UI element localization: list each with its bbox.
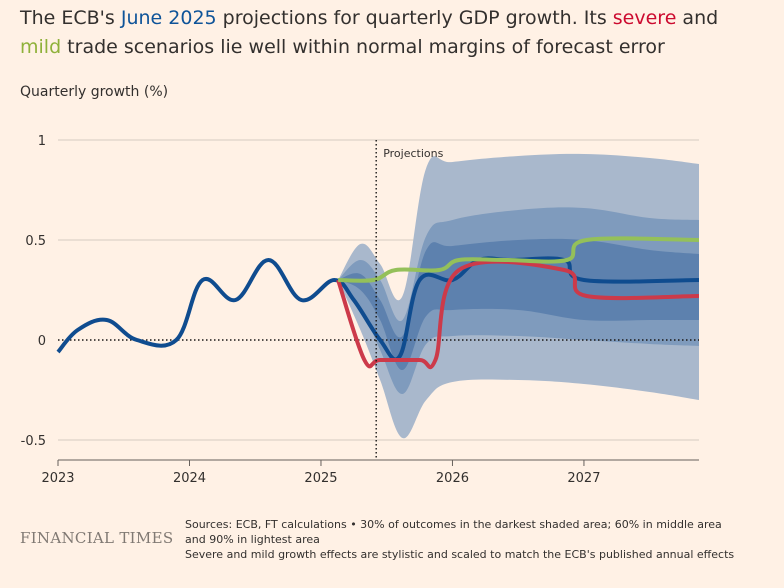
y-tick-label: -0.5 [21,434,46,449]
gdp-growth-chart: Projections 1 0.5 0 -0.5 2023 2024 2025 2026 202… [21,134,700,486]
series-lines [56,236,700,370]
axes: 1 0.5 0 -0.5 2023 2024 2025 2026 2027 [21,134,699,486]
y-tick-label: 0 [38,334,46,349]
projections-annotation: Projections [375,140,444,460]
y-tick-label: 0.5 [25,234,46,249]
projections-label: Projections [383,147,443,160]
title-highlight-severe: severe [612,7,677,29]
x-tick-label: 2026 [436,471,469,486]
x-tick-label: 2025 [304,471,337,486]
title-part2: projections for quarterly GDP growth. It… [216,7,613,29]
chart-title: The ECB's June 2025 projections for quar… [20,4,760,62]
title-part1: The ECB's [20,7,121,29]
title-highlight-mild: mild [20,36,62,58]
series-line-mild [338,236,700,283]
y-axis-label: Quarterly growth (%) [20,84,169,100]
x-tick-label: 2024 [173,471,206,486]
source-note-line1: Sources: ECB, FT calculations • 30% of o… [185,518,722,546]
x-tick-label: 2027 [567,471,600,486]
title-highlight-june: June 2025 [120,7,217,29]
source-notes: Sources: ECB, FT calculations • 30% of o… [185,517,745,562]
ft-logo: FINANCIAL TIMES [20,529,174,547]
title-part4: trade scenarios lie well within normal m… [61,36,665,58]
series-line-severe [336,259,700,370]
title-part3: and [676,7,719,29]
y-tick-label: 1 [38,134,46,149]
x-tick-label: 2023 [41,471,74,486]
source-note-line2: Severe and mild growth effects are styli… [185,548,735,561]
